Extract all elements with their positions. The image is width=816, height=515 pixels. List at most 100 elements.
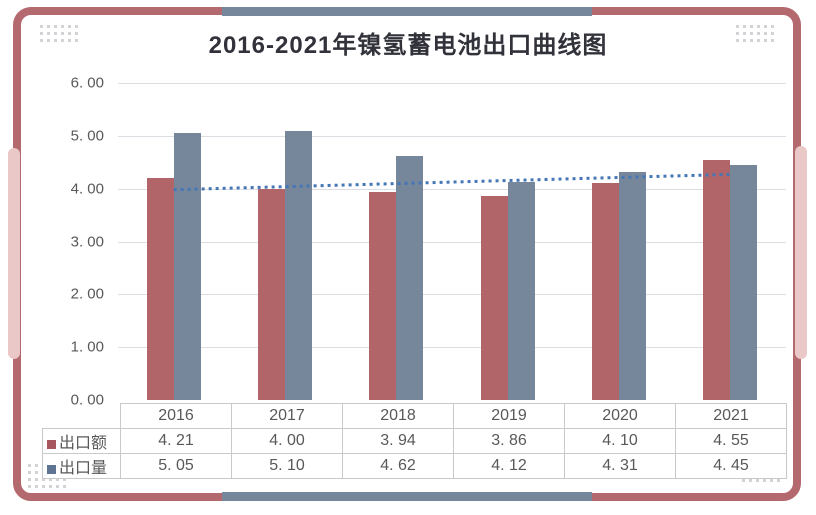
- dot: [743, 25, 746, 28]
- dot: [35, 464, 38, 467]
- table-year-header: 2017: [231, 403, 343, 429]
- table-year-header: 2019: [453, 403, 565, 429]
- dot: [743, 32, 746, 35]
- y-tick-label: 0. 00: [70, 391, 104, 409]
- gridline: [118, 347, 786, 349]
- table-value-cell: 4. 31: [564, 453, 676, 479]
- dot: [736, 32, 739, 35]
- dot: [28, 471, 31, 474]
- y-tick-label: 2. 00: [70, 285, 104, 303]
- table-value-cell: 4. 55: [675, 428, 787, 454]
- bar-group-2019: [452, 83, 563, 400]
- data-table: 2016 2017 2018 2019 2020 2021 出口额 4. 21 4. 00 3. …: [42, 403, 787, 479]
- dot: [771, 39, 774, 42]
- dot: [61, 32, 64, 35]
- bar-出口量-2020: [618, 172, 646, 400]
- dot: [35, 478, 38, 481]
- dot: [63, 478, 66, 481]
- table-year-header: 2020: [564, 403, 676, 429]
- dot: [49, 485, 52, 488]
- plot-area: [118, 83, 786, 400]
- bar-出口量-2018: [396, 155, 424, 400]
- gridline: [118, 294, 786, 296]
- dot: [42, 478, 45, 481]
- trendline-layer: [173, 172, 731, 192]
- table-header-row: 2016 2017 2018 2019 2020 2021: [43, 403, 787, 429]
- dot: [68, 32, 71, 35]
- dot: [49, 478, 52, 481]
- dot: [764, 32, 767, 35]
- table-value-cell: 4. 10: [564, 428, 676, 454]
- table-year-header: 2021: [675, 403, 787, 429]
- table-value-cell: 4. 00: [231, 428, 343, 454]
- dot: [777, 479, 780, 482]
- table-value-cell: 5. 10: [231, 453, 343, 479]
- bar-group-2017: [229, 83, 340, 400]
- gridline: [118, 188, 786, 190]
- dot: [764, 39, 767, 42]
- dot: [75, 39, 78, 42]
- dot: [757, 25, 760, 28]
- series-name: 出口量: [59, 460, 108, 477]
- y-axis-labels: 6. 00 5. 00 4. 00 3. 00 2. 00 1. 00 0. 00: [36, 75, 110, 409]
- dot: [750, 39, 753, 42]
- dot: [56, 478, 59, 481]
- y-tick-label: 4. 00: [70, 180, 104, 198]
- dot: [743, 39, 746, 42]
- bar-出口量-2021: [730, 164, 758, 400]
- series-name: 出口额: [59, 435, 108, 452]
- bar-出口额-2016: [146, 177, 174, 400]
- dot: [75, 32, 78, 35]
- dot: [736, 39, 739, 42]
- dot: [40, 39, 43, 42]
- dot: [757, 32, 760, 35]
- dot: [35, 485, 38, 488]
- dot: [764, 25, 767, 28]
- bar-group-2016: [118, 83, 229, 400]
- dot: [756, 479, 759, 482]
- dot: [68, 39, 71, 42]
- dot: [56, 485, 59, 488]
- table-year-header: 2018: [342, 403, 454, 429]
- dot: [54, 39, 57, 42]
- table-value-cell: 4. 21: [120, 428, 232, 454]
- dot: [750, 25, 753, 28]
- y-tick-label: 5. 00: [70, 127, 104, 145]
- table-value-cell: 4. 45: [675, 453, 787, 479]
- dot: [61, 25, 64, 28]
- dot: [54, 32, 57, 35]
- dot: [68, 25, 71, 28]
- table-blank-cell: [43, 404, 121, 429]
- dot: [736, 25, 739, 28]
- dot: [47, 25, 50, 28]
- dot: [770, 479, 773, 482]
- bar-出口量-2017: [284, 130, 312, 400]
- dot: [28, 478, 31, 481]
- legend-marker-icon: [47, 465, 56, 474]
- table-value-cell: 3. 86: [453, 428, 565, 454]
- bar-出口量-2016: [173, 133, 201, 400]
- dot: [63, 485, 66, 488]
- bar-出口量-2019: [507, 182, 535, 400]
- dot: [763, 479, 766, 482]
- trendline: [173, 172, 731, 192]
- bar-出口额-2017: [257, 188, 285, 400]
- bar-group-2018: [341, 83, 452, 400]
- bar-出口额-2020: [591, 183, 619, 400]
- dot: [750, 32, 753, 35]
- dot: [28, 485, 31, 488]
- table-value-cell: 4. 12: [453, 453, 565, 479]
- dot: [75, 25, 78, 28]
- dot: [771, 32, 774, 35]
- bar-group-2021: [675, 83, 786, 400]
- y-tick-label: 1. 00: [70, 338, 104, 356]
- dot: [42, 485, 45, 488]
- top-accent-band: [222, 7, 592, 16]
- y-tick-label: 3. 00: [70, 233, 104, 250]
- legend-marker-icon: [47, 440, 56, 449]
- dot: [742, 479, 745, 482]
- bar-group-2020: [563, 83, 674, 400]
- table-value-cell: 4. 62: [342, 453, 454, 479]
- right-accent-bar: [795, 146, 807, 359]
